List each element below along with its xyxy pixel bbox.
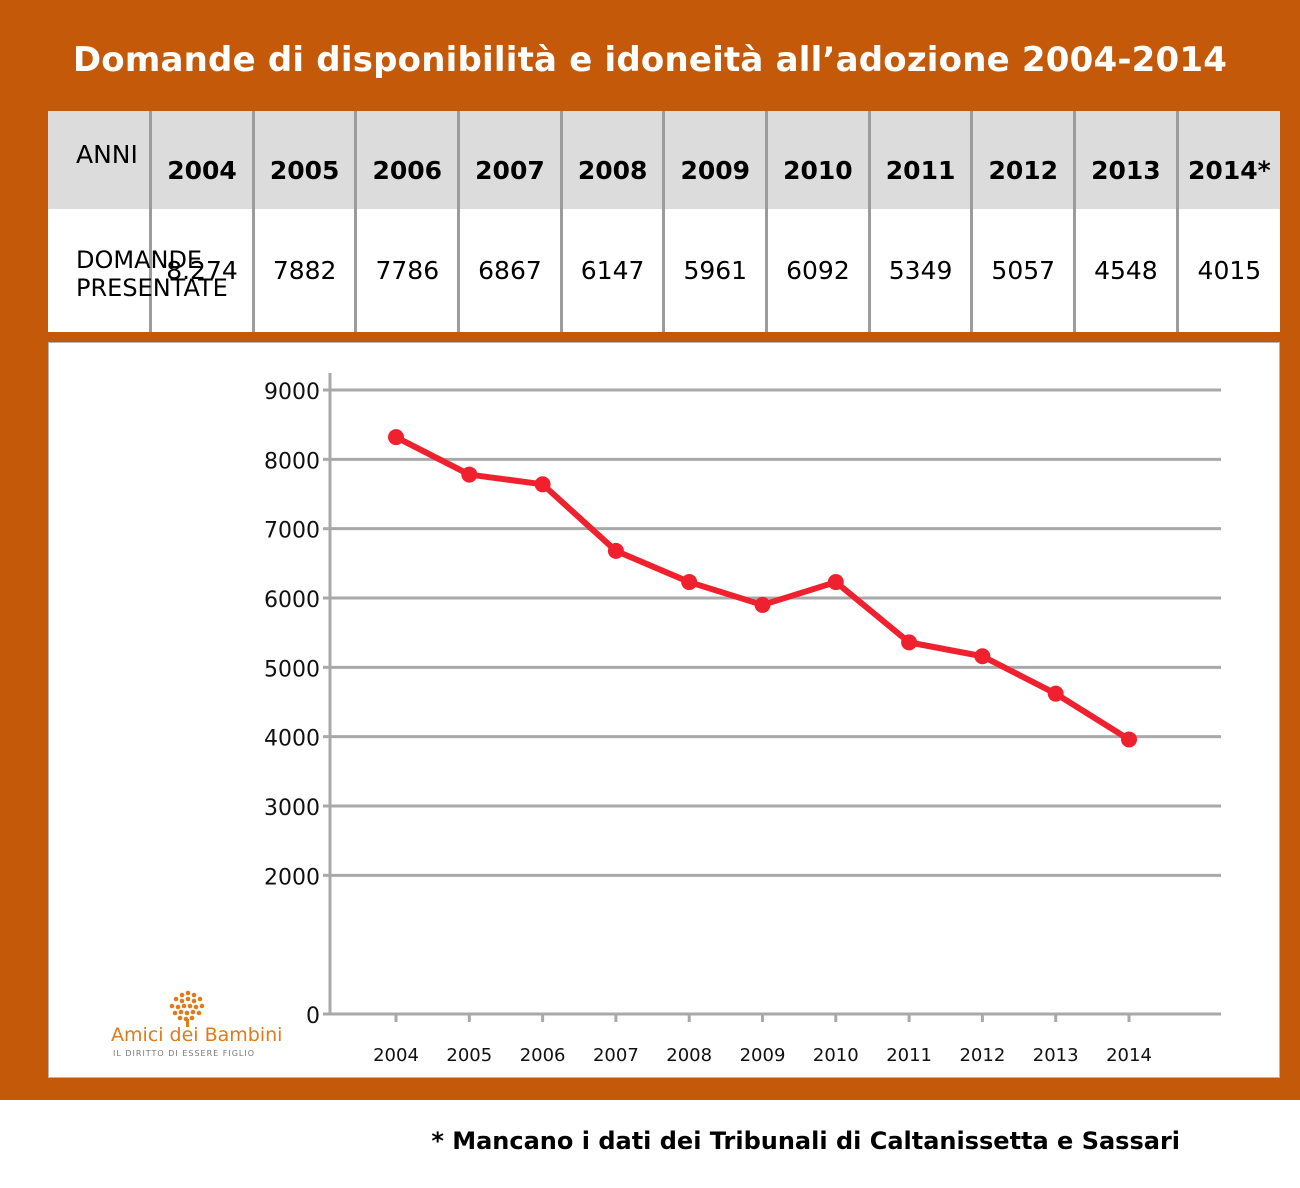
year-cell: 2008 [559, 111, 664, 209]
values-row-label: DOMANDE PRESENTATE [48, 209, 228, 332]
data-table: ANNI 2004 2005 2006 2007 2008 2009 2010 … [48, 111, 1280, 332]
data-point [1121, 731, 1137, 748]
years-row-label: ANNI [48, 111, 151, 209]
value-cell: 8.274 [149, 209, 254, 332]
x-tick-label: 2014 [1106, 1045, 1152, 1066]
x-tick-label: 2012 [959, 1045, 1005, 1066]
x-tick-label: 2011 [886, 1045, 932, 1066]
value-cell: 5961 [662, 209, 767, 332]
value-cell: 5349 [867, 209, 972, 332]
y-tick-label: 9000 [264, 380, 320, 405]
y-tick-label: 3000 [264, 796, 320, 821]
x-tick-label: 2007 [593, 1045, 639, 1066]
data-point [827, 574, 844, 591]
logo-tagline: IL DIRITTO DI ESSERE FIGLIO [113, 1049, 256, 1058]
y-tick-label: 4000 [264, 727, 320, 752]
value-cell: 6092 [765, 209, 870, 332]
y-tick-label: 7000 [264, 519, 320, 544]
data-point [388, 429, 404, 446]
value-cell: 4548 [1073, 209, 1178, 332]
years-row: ANNI 2004 2005 2006 2007 2008 2009 2010 … [48, 111, 1280, 209]
footnote: * Mancano i dati dei Tribunali di Caltan… [431, 1127, 1180, 1155]
tree-icon [169, 990, 205, 1027]
data-point [754, 596, 771, 613]
value-cell: 7786 [354, 209, 459, 332]
y-tick-label: 0 [306, 1004, 320, 1029]
chart-panel: 9000 8000 7000 6000 5000 4000 3000 2000 0 2004 200… [48, 342, 1280, 1078]
value-cell: 6147 [559, 209, 664, 332]
x-tick-label: 2008 [666, 1045, 712, 1066]
y-tick-label: 8000 [264, 449, 320, 474]
data-point [534, 476, 551, 493]
data-point [901, 634, 918, 651]
x-tick-label: 2013 [1033, 1045, 1079, 1066]
logo: Amici dei Bambini IL DIRITTO DI ESSERE F… [111, 988, 282, 1060]
x-tick-label: 2004 [373, 1045, 419, 1066]
value-cell: 6867 [457, 209, 562, 332]
line-chart: 9000 8000 7000 6000 5000 4000 3000 2000 0 2004 200… [264, 373, 1221, 1066]
value-cell: 4015 [1175, 209, 1280, 332]
year-cell: 2005 [251, 111, 356, 209]
year-cell: 2014* [1175, 111, 1280, 209]
x-tick-label: 2009 [740, 1045, 786, 1066]
y-tick-label: 5000 [264, 657, 320, 682]
value-cell: 7882 [251, 209, 356, 332]
data-point [461, 466, 478, 483]
y-tick-label: 2000 [264, 865, 320, 890]
year-cell: 2013 [1073, 111, 1178, 209]
orange-frame: Domande di disponibilità e idoneità all’… [0, 0, 1300, 1100]
series-line [394, 434, 1131, 742]
data-point [974, 648, 991, 665]
year-cell: 2006 [354, 111, 459, 209]
y-tick-label: 6000 [264, 588, 320, 613]
x-tick-label: 2006 [520, 1045, 566, 1066]
chart-title: Domande di disponibilità e idoneità all’… [72, 40, 1228, 80]
year-cell: 2010 [765, 111, 870, 209]
values-row: DOMANDE PRESENTATE 8.274 7882 7786 6867 6… [48, 209, 1280, 332]
data-point [607, 542, 624, 559]
year-cell: 2012 [970, 111, 1075, 209]
x-tick-label: 2010 [813, 1045, 859, 1066]
year-cell: 2011 [867, 111, 972, 209]
year-cell: 2009 [662, 111, 767, 209]
x-tick-label: 2005 [446, 1045, 492, 1066]
value-cell: 5057 [970, 209, 1075, 332]
data-point [1047, 685, 1064, 702]
logo-name: Amici dei Bambini [111, 1024, 283, 1046]
data-point [681, 574, 698, 591]
year-cell: 2004 [149, 111, 254, 209]
year-cell: 2007 [457, 111, 562, 209]
